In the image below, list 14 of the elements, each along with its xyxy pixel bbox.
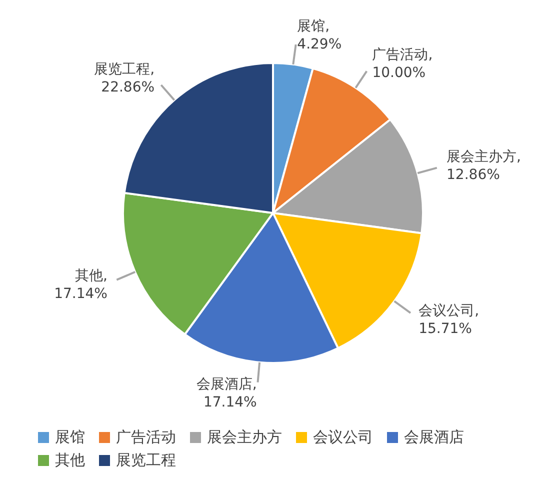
data-label: 广告活动, 10.00%: [372, 46, 433, 81]
legend-label: 其他: [54, 451, 85, 470]
data-label: 展馆, 4.29%: [297, 18, 342, 53]
legend-label: 会议公司: [312, 428, 373, 447]
legend-label: 广告活动: [115, 428, 176, 447]
data-label: 会展酒店, 17.14%: [196, 376, 257, 410]
legend-label: 会展酒店: [403, 428, 464, 447]
data-label: 会议公司, 15.71%: [418, 302, 480, 337]
legend-label: 展览工程: [115, 451, 176, 470]
data-label: 其他, 17.14%: [54, 268, 108, 302]
legend-label: 展馆: [54, 428, 85, 447]
data-label: 展会主办方, 12.86%: [446, 149, 521, 184]
legend-label: 展会主办方: [206, 428, 282, 447]
data-label: 展览工程, 22.86%: [94, 61, 155, 96]
